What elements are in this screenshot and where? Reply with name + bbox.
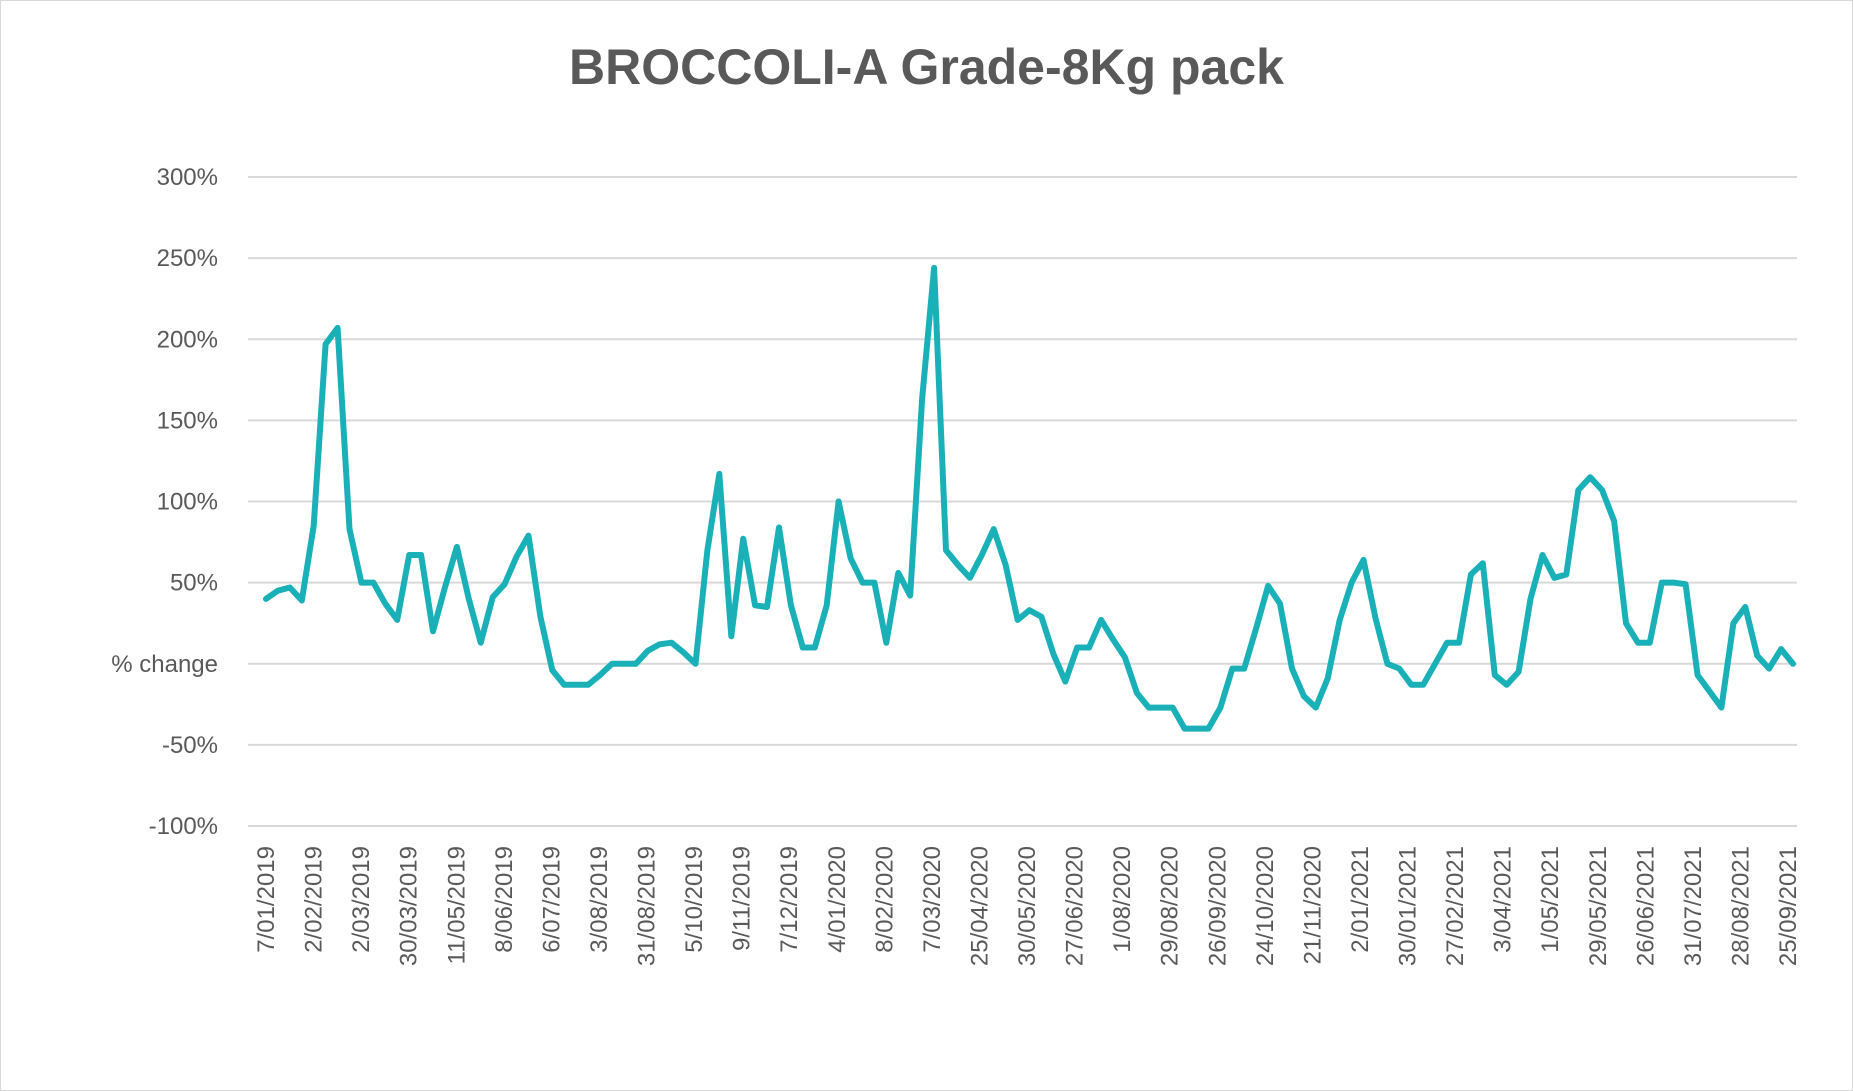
x-tick-label: 6/07/2019: [538, 846, 565, 953]
x-tick-label: 1/05/2021: [1537, 846, 1564, 953]
x-tick-label: 7/12/2019: [776, 846, 803, 953]
x-tick-label: 30/01/2021: [1395, 846, 1422, 966]
x-tick-label: 3/08/2019: [586, 846, 613, 953]
x-tick-label: 26/06/2021: [1632, 846, 1659, 966]
x-tick-label: 11/05/2019: [443, 846, 470, 964]
x-tick-label: 24/10/2020: [1252, 846, 1279, 966]
series-layer: [263, 264, 1796, 732]
x-tick-label: 7/03/2020: [919, 846, 946, 953]
y-axis-ticks: 300% 250% 200% 150% 100% 50% % change -50% -100%: [111, 164, 218, 840]
x-tick-label: 29/05/2021: [1585, 846, 1612, 966]
x-tick-label: 1/08/2020: [1109, 846, 1136, 953]
x-tick-label: 29/08/2020: [1157, 846, 1184, 966]
x-tick-label: 2/02/2019: [301, 846, 328, 953]
x-tick-label: 7/01/2019: [253, 846, 280, 953]
y-tick-label: 300%: [157, 164, 218, 191]
x-tick-label: 4/01/2020: [824, 846, 851, 953]
x-tick-label: 8/06/2019: [491, 846, 518, 953]
x-tick-label: 5/10/2019: [681, 846, 708, 953]
y-tick-label: -50%: [162, 732, 218, 759]
series-line: [263, 264, 1796, 732]
x-tick-label: 28/08/2021: [1727, 846, 1754, 966]
x-tick-label: 8/02/2020: [871, 846, 898, 953]
x-tick-label: 2/01/2021: [1347, 846, 1374, 953]
x-tick-label: 26/09/2020: [1204, 846, 1231, 966]
y-tick-label: 100%: [157, 489, 218, 516]
x-tick-label: 27/02/2021: [1442, 846, 1469, 966]
x-axis-ticks: 7/01/2019 2/02/2019 2/03/2019 30/03/2019 11/…: [253, 846, 1802, 966]
y-tick-label: 250%: [157, 245, 218, 272]
x-tick-label: 9/11/2019: [729, 846, 756, 951]
y-tick-label: % change: [111, 651, 218, 678]
gridlines: [248, 176, 1797, 827]
x-tick-label: 31/07/2021: [1680, 846, 1707, 966]
y-tick-label: 200%: [157, 326, 218, 353]
y-tick-label: -100%: [149, 813, 218, 840]
x-tick-label: 25/04/2020: [966, 846, 993, 966]
x-tick-label: 2/03/2019: [348, 846, 375, 953]
x-tick-label: 30/03/2019: [396, 846, 423, 966]
y-tick-label: 50%: [170, 570, 218, 597]
x-tick-label: 25/09/2021: [1775, 846, 1802, 966]
x-tick-label: 31/08/2019: [634, 846, 661, 966]
x-tick-label: 30/05/2020: [1014, 846, 1041, 966]
x-tick-label: 27/06/2020: [1062, 846, 1089, 966]
x-tick-label: 3/04/2021: [1490, 846, 1517, 953]
chart-title: BROCCOLI-A Grade-8Kg pack: [569, 39, 1284, 95]
x-tick-label: 21/11/2020: [1299, 846, 1326, 964]
y-tick-label: 150%: [157, 407, 218, 434]
